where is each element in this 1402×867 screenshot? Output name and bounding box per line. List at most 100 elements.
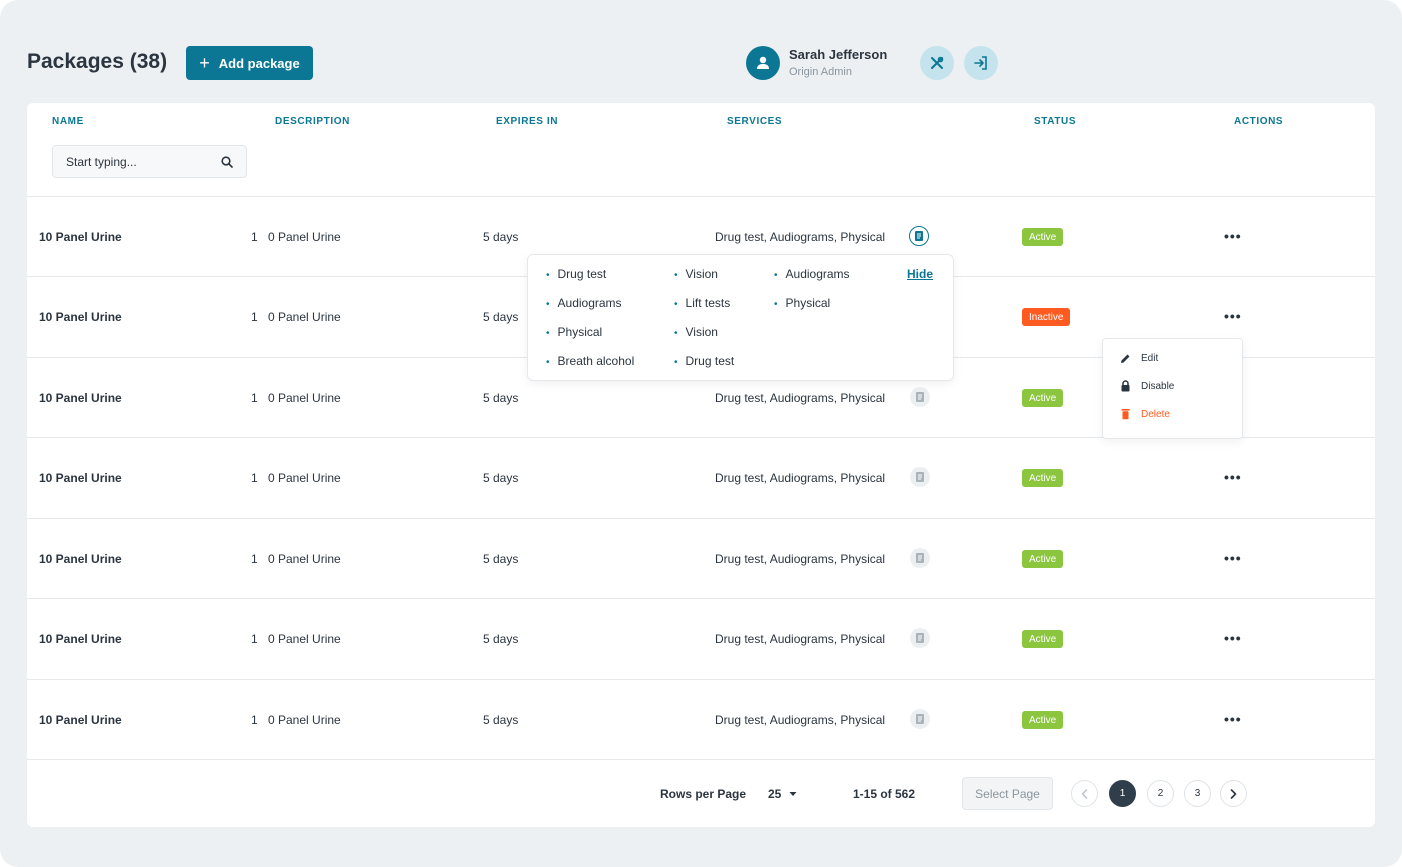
packages-card [27, 103, 1375, 827]
clipboard-icon [916, 392, 924, 402]
expires-in: 5 days [483, 230, 519, 244]
menu-item-label: Edit [1141, 353, 1159, 364]
row-divider [27, 679, 1375, 680]
trash-icon [1121, 409, 1130, 420]
status-badge: Inactive [1022, 308, 1071, 326]
expires-in: 5 days [483, 471, 519, 485]
package-name: 10 Panel Urine [39, 391, 122, 405]
expires-in: 5 days [483, 391, 519, 405]
more-actions-button[interactable]: ••• [1224, 711, 1242, 727]
rows-per-page-select[interactable]: 25 [768, 787, 797, 801]
package-name: 10 Panel Urine [39, 230, 122, 244]
column-header-name[interactable]: NAME [52, 116, 84, 127]
clipboard-icon [916, 633, 924, 643]
next-page-button[interactable] [1220, 780, 1247, 807]
description-number: 1 [251, 471, 258, 485]
select-page-dropdown[interactable]: Select Page [962, 777, 1053, 810]
row-divider [27, 437, 1375, 438]
package-name: 10 Panel Urine [39, 310, 122, 324]
pencil-icon [1121, 354, 1130, 363]
description-text: 0 Panel Urine [268, 632, 341, 646]
status-badge: Active [1022, 228, 1064, 246]
services-toggle-button[interactable] [910, 709, 930, 729]
clipboard-icon [915, 231, 923, 241]
service-item: Audiograms [546, 296, 622, 310]
description-number: 1 [251, 230, 258, 244]
service-item: Lift tests [674, 296, 731, 310]
more-actions-button[interactable]: ••• [1224, 550, 1242, 566]
services-toggle-button[interactable] [910, 467, 930, 487]
search-field[interactable] [52, 145, 247, 178]
menu-item-edit[interactable]: Edit [1120, 353, 1158, 364]
page-button-1[interactable]: 1 [1109, 780, 1136, 807]
service-item: Vision [674, 267, 718, 281]
service-item: Physical [546, 325, 603, 339]
page-title: Packages (38) [27, 50, 168, 73]
more-actions-button[interactable]: ••• [1224, 308, 1242, 324]
description-number: 1 [251, 552, 258, 566]
status-badge: Active [1022, 550, 1064, 568]
description-number: 1 [251, 391, 258, 405]
user-name: Sarah Jefferson [789, 47, 888, 62]
services-toggle-button[interactable] [910, 628, 930, 648]
package-name: 10 Panel Urine [39, 632, 122, 646]
column-header-description[interactable]: DESCRIPTION [275, 116, 350, 127]
column-header-expires[interactable]: EXPIRES IN [496, 116, 559, 127]
more-actions-button[interactable]: ••• [1224, 228, 1242, 244]
lock-icon [1121, 380, 1130, 392]
status-badge: Active [1022, 711, 1064, 729]
user-icon [757, 56, 769, 69]
expires-in: 5 days [483, 713, 519, 727]
status-badge: Active [1022, 389, 1064, 407]
menu-item-label: Disable [1141, 380, 1175, 392]
row-divider [27, 196, 1375, 197]
description-text: 0 Panel Urine [268, 391, 341, 405]
description-text: 0 Panel Urine [268, 310, 341, 324]
menu-item-disable[interactable]: Disable [1120, 380, 1174, 392]
add-package-label: Add package [218, 55, 300, 71]
caret-down-icon [789, 792, 797, 796]
clipboard-icon [916, 714, 924, 724]
services-toggle-button[interactable] [909, 226, 929, 246]
hide-services-link[interactable]: Hide [907, 267, 934, 281]
package-name: 10 Panel Urine [39, 471, 122, 485]
service-item: Breath alcohol [546, 354, 635, 368]
services-toggle-button[interactable] [910, 387, 930, 407]
status-badge: Active [1022, 469, 1064, 487]
add-package-button[interactable]: + Add package [186, 46, 313, 80]
more-actions-button[interactable]: ••• [1224, 469, 1242, 485]
search-input[interactable] [66, 154, 206, 169]
column-header-status[interactable]: STATUS [1034, 116, 1077, 127]
description-number: 1 [251, 310, 258, 324]
service-item: Drug test [674, 354, 735, 368]
previous-page-button[interactable] [1071, 780, 1098, 807]
column-header-services[interactable]: SERVICES [727, 116, 783, 127]
services-toggle-button[interactable] [910, 548, 930, 568]
clipboard-icon [916, 553, 924, 563]
tools-icon [931, 56, 944, 69]
services-summary: Drug test, Audiograms, Physical [715, 632, 886, 646]
rows-per-page-value: 25 [768, 787, 782, 801]
column-header-actions: ACTIONS [1234, 116, 1284, 127]
login-button[interactable] [964, 46, 998, 80]
row-divider [27, 759, 1375, 760]
services-summary: Drug test, Audiograms, Physical [715, 552, 886, 566]
expires-in: 5 days [483, 310, 519, 324]
description-text: 0 Panel Urine [268, 230, 341, 244]
user-avatar[interactable] [746, 46, 780, 80]
package-name: 10 Panel Urine [39, 552, 122, 566]
tools-button[interactable] [920, 46, 954, 80]
page-button-3[interactable]: 3 [1184, 780, 1211, 807]
clipboard-icon [916, 472, 924, 482]
rows-per-page-label: Rows per Page [660, 787, 747, 801]
page-range: 1-15 of 562 [853, 787, 916, 801]
chevron-right-icon [1230, 788, 1237, 799]
expires-in: 5 days [483, 632, 519, 646]
service-item: Audiograms [774, 267, 850, 281]
more-actions-button[interactable]: ••• [1224, 630, 1242, 646]
page-button-2[interactable]: 2 [1147, 780, 1174, 807]
expires-in: 5 days [483, 552, 519, 566]
menu-item-delete[interactable]: Delete [1120, 408, 1170, 420]
status-badge: Active [1022, 630, 1064, 648]
